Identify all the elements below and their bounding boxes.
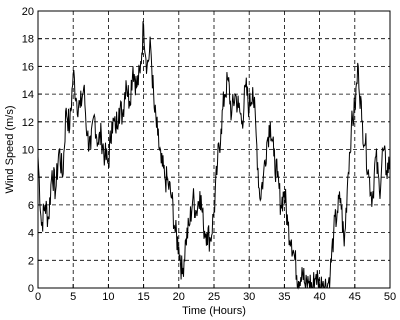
- y-tick-label: 20: [22, 6, 34, 18]
- x-tick-label: 10: [102, 291, 114, 303]
- x-tick-label: 5: [70, 291, 76, 303]
- y-tick-label: 10: [22, 145, 34, 157]
- y-tick-label: 18: [22, 34, 34, 46]
- x-tick-label: 20: [173, 291, 185, 303]
- y-tick-labels: 0 2 4 6 8 10 12 14 16 18 20: [22, 6, 34, 295]
- x-tick-label: 45: [349, 291, 361, 303]
- y-axis-label: Wind Speed (m/s): [4, 105, 16, 193]
- x-tick-label: 15: [137, 291, 149, 303]
- grid-lines: [38, 11, 390, 288]
- y-tick-label: 14: [22, 89, 34, 101]
- x-tick-label: 30: [243, 291, 255, 303]
- x-tick-label: 25: [208, 291, 220, 303]
- x-tick-label: 35: [278, 291, 290, 303]
- y-tick-label: 4: [28, 228, 34, 240]
- y-tick-label: 2: [28, 255, 34, 267]
- y-tick-label: 8: [28, 172, 34, 184]
- x-tick-label: 0: [35, 291, 41, 303]
- wind-speed-series-line: [37, 21, 391, 290]
- y-tick-label: 0: [28, 283, 34, 295]
- y-tick-label: 12: [22, 117, 34, 129]
- x-tick-labels: 0 5 10 15 20 25 30 35 40 45 50: [35, 291, 396, 303]
- x-axis-label: Time (Hours): [182, 305, 246, 317]
- y-tick-label: 16: [22, 61, 34, 73]
- x-tick-label: 40: [313, 291, 325, 303]
- y-tick-label: 6: [28, 200, 34, 212]
- x-tick-label: 50: [384, 291, 396, 303]
